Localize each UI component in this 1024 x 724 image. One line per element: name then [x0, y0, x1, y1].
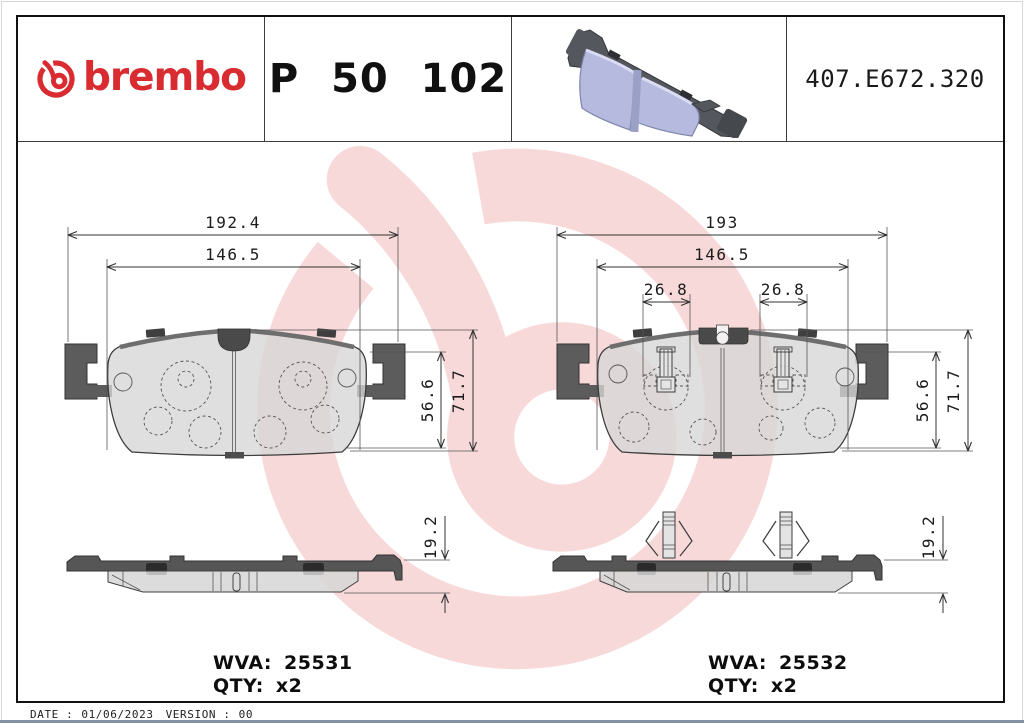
brembo-ring-b-icon [36, 58, 76, 100]
left-pad-left-ear [64, 343, 98, 400]
right-pad-side-view [552, 511, 883, 593]
dim-label-height-total-right: 71.7 [944, 369, 963, 414]
left-pad-feature-holes [113, 360, 357, 449]
qty-label: QTY: [708, 675, 759, 697]
qty-value: x2 [275, 675, 303, 697]
wva-row: WVA: 25532 [708, 652, 848, 675]
dim-label-thickness-right: 19.2 [919, 515, 938, 560]
wva-value: 25532 [779, 652, 848, 674]
right-pad-bottom-tab [713, 452, 732, 459]
left-thickness-dimension: 19.2 [344, 515, 450, 613]
right-pad-sensor-right [760, 346, 806, 411]
product-image-cell [512, 17, 787, 142]
date-value: 01/06/2023 [81, 708, 154, 721]
left-pad-clip-right [316, 328, 337, 338]
right-pad-feature-holes [608, 364, 855, 446]
right-side-backplate [552, 554, 883, 581]
right-side-sensor-1 [645, 511, 693, 559]
dim-label-height-total-left: 71.7 [449, 369, 468, 414]
dim-label-sensor-right: 26.8 [761, 280, 806, 299]
dim-label-height-friction-right: 56.6 [913, 378, 932, 423]
wva-row: WVA: 25531 [213, 652, 353, 675]
version-label: VERSION : [165, 708, 231, 721]
left-pad-side-view [66, 554, 403, 593]
part-number-cell: P 50 102 [265, 17, 512, 142]
qty-label: QTY: [213, 675, 264, 697]
dim-label-width-inner-left: 146.5 [205, 245, 261, 264]
left-side-center-slot [232, 572, 241, 592]
right-pad-body [597, 330, 859, 457]
version-value: 00 [238, 708, 254, 721]
brembo-logo: brembo [36, 54, 247, 100]
date-label: DATE : [30, 708, 74, 721]
right-side-sensor-2 [762, 511, 810, 559]
wva-value: 25531 [284, 652, 353, 674]
dim-label-height-friction-left: 56.6 [418, 378, 437, 423]
right-pad-front-view [556, 324, 889, 459]
left-dimensions: 192.4 146.5 56.6 71.7 [68, 213, 478, 451]
brand-cell: brembo [18, 17, 265, 142]
brake-pad-3d-image [565, 29, 748, 138]
right-pad-sensor-left [643, 346, 689, 411]
pad-3d-friction [579, 48, 700, 137]
reference-code: 407.E672.320 [805, 65, 985, 93]
right-pad-notch-hole [715, 331, 730, 345]
right-thickness-dimension: 19.2 [838, 515, 948, 613]
dim-label-width-outer-left: 192.4 [205, 213, 261, 232]
brand-wordmark: brembo [83, 54, 247, 100]
left-side-backplate [66, 554, 403, 581]
right-pad-right-ear [855, 343, 889, 400]
left-pad-clip-left [145, 328, 166, 338]
dim-label-width-inner-right: 146.5 [694, 245, 750, 264]
title-block: brembo P 50 102 [18, 17, 1003, 142]
qty-value: x2 [770, 675, 798, 697]
right-side-center-slot [722, 572, 731, 592]
right-pad-left-ear [556, 343, 590, 400]
right-dimensions: 193 146.5 26.8 26.8 56.6 71.7 [557, 213, 973, 451]
footer-revision-line: DATE : 01/06/2023 VERSION : 00 [30, 708, 253, 721]
reference-code-cell: 407.E672.320 [787, 17, 1003, 142]
wva-label: WVA: [708, 652, 768, 674]
wva-block-left: WVA: 25531 QTY: x2 [213, 652, 353, 698]
left-pad-front-view [64, 328, 406, 459]
page-bottom-rule [0, 720, 1024, 723]
dim-label-thickness-left: 19.2 [421, 515, 440, 560]
wva-block-right: WVA: 25532 QTY: x2 [708, 652, 848, 698]
wva-label: WVA: [213, 652, 273, 674]
right-pad-clip-right [797, 328, 818, 338]
right-side-friction [599, 570, 853, 593]
qty-row: QTY: x2 [213, 675, 353, 698]
left-pad-center-notch [217, 328, 251, 352]
qty-row: QTY: x2 [708, 675, 848, 698]
left-pad-right-ear [372, 343, 406, 400]
left-pad-bottom-tab [225, 452, 244, 459]
dim-label-sensor-left: 26.8 [644, 280, 689, 299]
dim-label-width-outer-right: 193 [705, 213, 738, 232]
part-number: P 50 102 [268, 56, 508, 102]
right-pad-clip-left [632, 328, 653, 338]
pad-3d-clips [607, 49, 721, 113]
